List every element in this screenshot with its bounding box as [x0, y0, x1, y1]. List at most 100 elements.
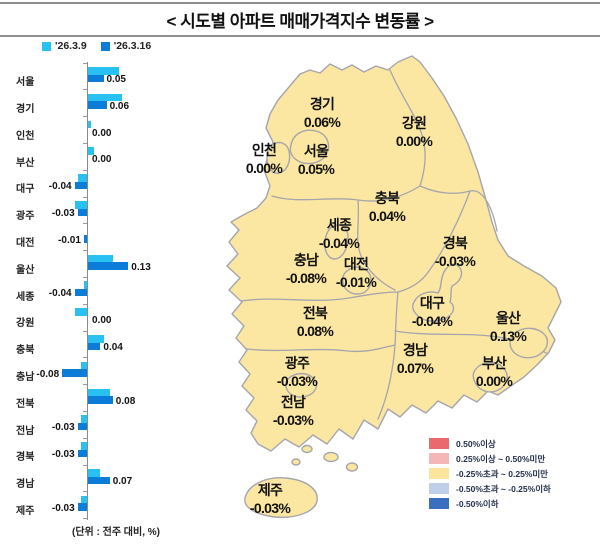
map-label-value: 0.07%: [396, 359, 434, 376]
map-label-value: 0.00%: [245, 159, 283, 176]
bar-jeju-s2: [77, 503, 87, 511]
map-label-gyeongnam: 경남 0.07%: [370, 342, 460, 377]
map-label-sejong: 세종 -0.04%: [294, 217, 384, 252]
bar-gangwon-s1: [74, 308, 87, 316]
map-label-name: 광주: [284, 355, 310, 371]
bar-value-busan: 0.00: [92, 154, 112, 166]
map-label-gyeonggi: 경기 0.06%: [277, 96, 367, 131]
map-label-gangwon: 강원 0.00%: [369, 115, 459, 150]
bar-jeonbuk-s2: [88, 396, 113, 404]
bar-category-incheon: 인천: [16, 130, 35, 142]
bar-chungbuk-s2: [88, 342, 101, 350]
bar-category-daejeon: 대전: [16, 238, 35, 250]
map-color-legend: 0.50%이상 0.25%이상 ~ 0.50%미만 -0.25%초과 ~ 0.25%…: [429, 438, 551, 513]
map-label-chungbuk: 충북 0.04%: [342, 190, 432, 225]
bar-value-sejong: -0.04: [48, 288, 72, 300]
bar-gyeongbuk-s2: [77, 449, 87, 458]
bar-ulsan-s2: [88, 262, 129, 270]
bar-category-chungbuk: 충북: [16, 345, 35, 357]
bar-value-daegu: -0.04: [48, 181, 72, 193]
map-label-value: -0.03%: [434, 252, 476, 269]
bar-category-busan: 부산: [16, 157, 35, 169]
map-label-seoul: 서울 0.05%: [271, 143, 361, 178]
map-label-name: 경북: [442, 235, 468, 251]
map-label-value: -0.03%: [276, 372, 318, 389]
bar-value-gangwon: 0.00: [92, 315, 112, 327]
map-label-jeju: 제주 -0.03%: [225, 482, 315, 517]
map-label-name: 경기: [309, 96, 335, 112]
bar-jeonbuk-s1: [88, 388, 110, 397]
map-label-value: 0.13%: [489, 327, 527, 344]
bar-daejeon-s2: [83, 235, 87, 243]
map-label-value: -0.08%: [285, 269, 327, 286]
axis-tick: [83, 437, 87, 439]
map-legend-row-3: -0.50%초과 ~ -0.25%이하: [429, 483, 551, 494]
bar-value-gyeongnam: 0.07: [112, 476, 133, 487]
unit-footnote: (단위 : 전주 대비, %): [72, 527, 160, 538]
map-label-name: 서울: [303, 143, 329, 159]
map-legend-label: -0.50%이하: [456, 498, 499, 509]
bar-daegu-s1: [77, 174, 87, 182]
map-region-incheon: [266, 141, 291, 175]
map-region-busan: [472, 361, 508, 393]
bar-gyeongbuk-s1: [80, 442, 87, 450]
map-label-value: 0.00%: [475, 372, 513, 389]
map-label-name: 강원: [401, 115, 427, 131]
korea-map: [226, 55, 562, 519]
map-label-value: -0.04%: [318, 234, 360, 251]
title-bar: < 시도별 아파트 매매가격지수 변동률 >: [0, 2, 600, 37]
bar-value-chungnam: -0.08: [36, 368, 60, 380]
island: [323, 451, 339, 463]
bar-category-gwangju: 광주: [16, 211, 35, 223]
map-label-value: 0.05%: [297, 160, 335, 177]
bar-value-gyeonggi: 0.06: [109, 100, 130, 112]
map-label-value: 0.04%: [368, 207, 406, 224]
bar-chart-axis: [87, 62, 88, 520]
bar-seoul-s1: [88, 67, 119, 75]
bar-chungnam-s1: [80, 361, 87, 370]
bar-value-ulsan: 0.13: [131, 261, 151, 273]
axis-tick: [83, 116, 87, 118]
bar-category-seoul: 서울: [16, 77, 35, 89]
bar-chart: 서울 0.05 경기 0.06 인천 0.00 부산 0.00 대구 -0.04 광주 -0.03 대전…: [0, 0, 220, 554]
axis-tick: [83, 89, 87, 91]
axis-tick: [83, 276, 87, 278]
map-legend-row-1: 0.25%이상 ~ 0.50%미만: [429, 453, 551, 464]
axis-tick: [83, 250, 87, 252]
bar-gyeongnam-s1: [88, 469, 101, 477]
bar-gyeongnam-s2: [88, 476, 110, 484]
map-region-sejong: [324, 224, 349, 260]
map-legend-swatch-icon: [429, 483, 449, 494]
bar-ulsan-s1: [88, 254, 113, 263]
bar-gyeonggi-s1: [88, 93, 123, 102]
map-legend-swatch-icon: [429, 453, 449, 464]
bar-sejong-s1: [83, 281, 87, 289]
map-label-name: 전남: [280, 394, 306, 410]
axis-tick: [83, 384, 87, 386]
series2-swatch-icon: [100, 41, 110, 51]
axis-tick: [83, 223, 87, 225]
bar-value-daejeon: -0.01: [58, 234, 81, 246]
bar-value-gyeongbuk: -0.03: [51, 449, 75, 461]
map-legend-swatch-icon: [429, 438, 449, 449]
map-label-value: 0.06%: [303, 113, 341, 130]
bar-gyeonggi-s2: [88, 101, 107, 109]
series-legend: '26.3.9 '26.3.16: [42, 40, 151, 52]
map-legend-row-4: -0.50%이하: [429, 498, 551, 509]
axis-tick: [83, 62, 87, 64]
series1-label: '26.3.9: [55, 40, 87, 52]
bar-busan-s1: [88, 147, 95, 155]
bar-category-daegu: 대구: [16, 184, 35, 196]
island: [345, 462, 359, 472]
map-legend-swatch-icon: [429, 468, 449, 479]
map-legend-label: 0.25%이상 ~ 0.50%미만: [456, 453, 546, 464]
map-label-value: 0.00%: [395, 132, 433, 149]
axis-tick: [83, 518, 87, 520]
axis-tick: [83, 357, 87, 359]
axis-tick: [83, 142, 87, 144]
axis-tick: [83, 491, 87, 493]
map-label-name: 충남: [293, 252, 319, 268]
bar-value-jeju: -0.03: [51, 502, 75, 514]
bar-category-ulsan: 울산: [16, 264, 35, 276]
